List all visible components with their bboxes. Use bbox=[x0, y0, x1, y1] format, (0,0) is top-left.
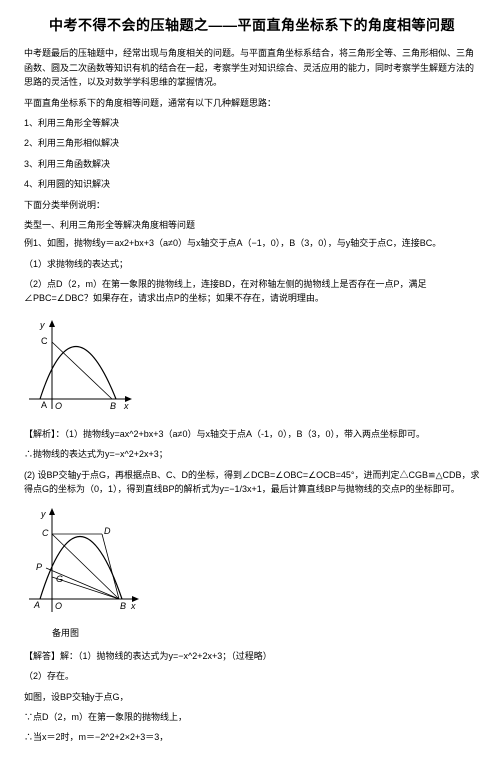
analysis-1: 【解析】：（1）抛物线y=ax^2+bx+3（a≠0）与x轴交于点A（-1，0）… bbox=[24, 427, 480, 441]
examples-lead: 下面分类举例说明： bbox=[24, 198, 480, 212]
lead-paragraph: 平面直角坐标系下的角度相等问题，通常有以下几种解题思路： bbox=[24, 96, 480, 110]
fig2-label-p: P bbox=[36, 562, 42, 572]
fig1-label-x: x bbox=[123, 401, 129, 411]
fig2-label-a: A bbox=[33, 600, 40, 610]
fig2-label-c: C bbox=[42, 528, 49, 538]
fig1-label-c: C bbox=[41, 336, 48, 346]
fig2-label-x: x bbox=[130, 601, 136, 611]
solution-2b: 如图，设BP交轴y于点G， bbox=[24, 690, 480, 704]
analysis-2: (2) 设BP交轴y于点G，再根据点B、C、D的坐标，得到∠DCB=∠OBC=∠… bbox=[24, 468, 480, 497]
method-3: 3、利用三角函数解决 bbox=[24, 157, 480, 171]
example1-stem: 例1、如图，抛物线y＝ax2+bx+3（a≠0）与x轴交于点A（−1，0），B（… bbox=[24, 236, 480, 250]
fig1-label-y: y bbox=[39, 320, 45, 330]
fig2-label-d: D bbox=[104, 526, 111, 536]
fig1-label-o: O bbox=[55, 401, 62, 411]
figure-2: A C O B x y D P G 备用图 bbox=[24, 504, 480, 640]
method-1: 1、利用三角形全等解决 bbox=[24, 116, 480, 130]
figure-2-caption: 备用图 bbox=[52, 626, 480, 640]
fig2-label-y: y bbox=[40, 509, 46, 519]
method-2: 2、利用三角形相似解决 bbox=[24, 136, 480, 150]
solution-2a: （2）存在。 bbox=[24, 669, 480, 683]
solution-2d: ∴当x＝2时，m＝−2^2+2×2+3＝3， bbox=[24, 730, 480, 744]
solution-2c: ∵点D（2，m）在第一象限的抛物线上， bbox=[24, 710, 480, 724]
solution-head: 【解答】解：（1）抛物线的表达式为y=−x^2+2x+3；（过程略） bbox=[24, 649, 480, 663]
fig2-label-g: G bbox=[56, 574, 63, 584]
example1-q2: （2）点D（2，m）在第一象限的抛物线上，连接BD，在对称轴左侧的抛物线上是否存… bbox=[24, 277, 480, 306]
fig1-label-b: B bbox=[110, 401, 116, 411]
fig1-label-a: A bbox=[41, 400, 47, 410]
page-title: 中考不得不会的压轴题之——平面直角坐标系下的角度相等问题 bbox=[24, 14, 480, 36]
type1-title: 类型一、利用三角形全等解决角度相等问题 bbox=[24, 218, 480, 232]
intro-paragraph: 中考题最后的压轴题中，经常出现与角度相关的问题。与平面直角坐标系结合，将三角形全… bbox=[24, 46, 480, 89]
method-4: 4、利用圆的知识解决 bbox=[24, 177, 480, 191]
figure-1: A C O B x y bbox=[24, 314, 480, 419]
fig2-label-o: O bbox=[55, 601, 62, 611]
analysis-1b: ∴抛物线的表达式为y=−x^2+2x+3； bbox=[24, 447, 480, 461]
example1-q1: （1）求抛物线的表达式； bbox=[24, 257, 480, 271]
fig2-label-b: B bbox=[120, 601, 126, 611]
